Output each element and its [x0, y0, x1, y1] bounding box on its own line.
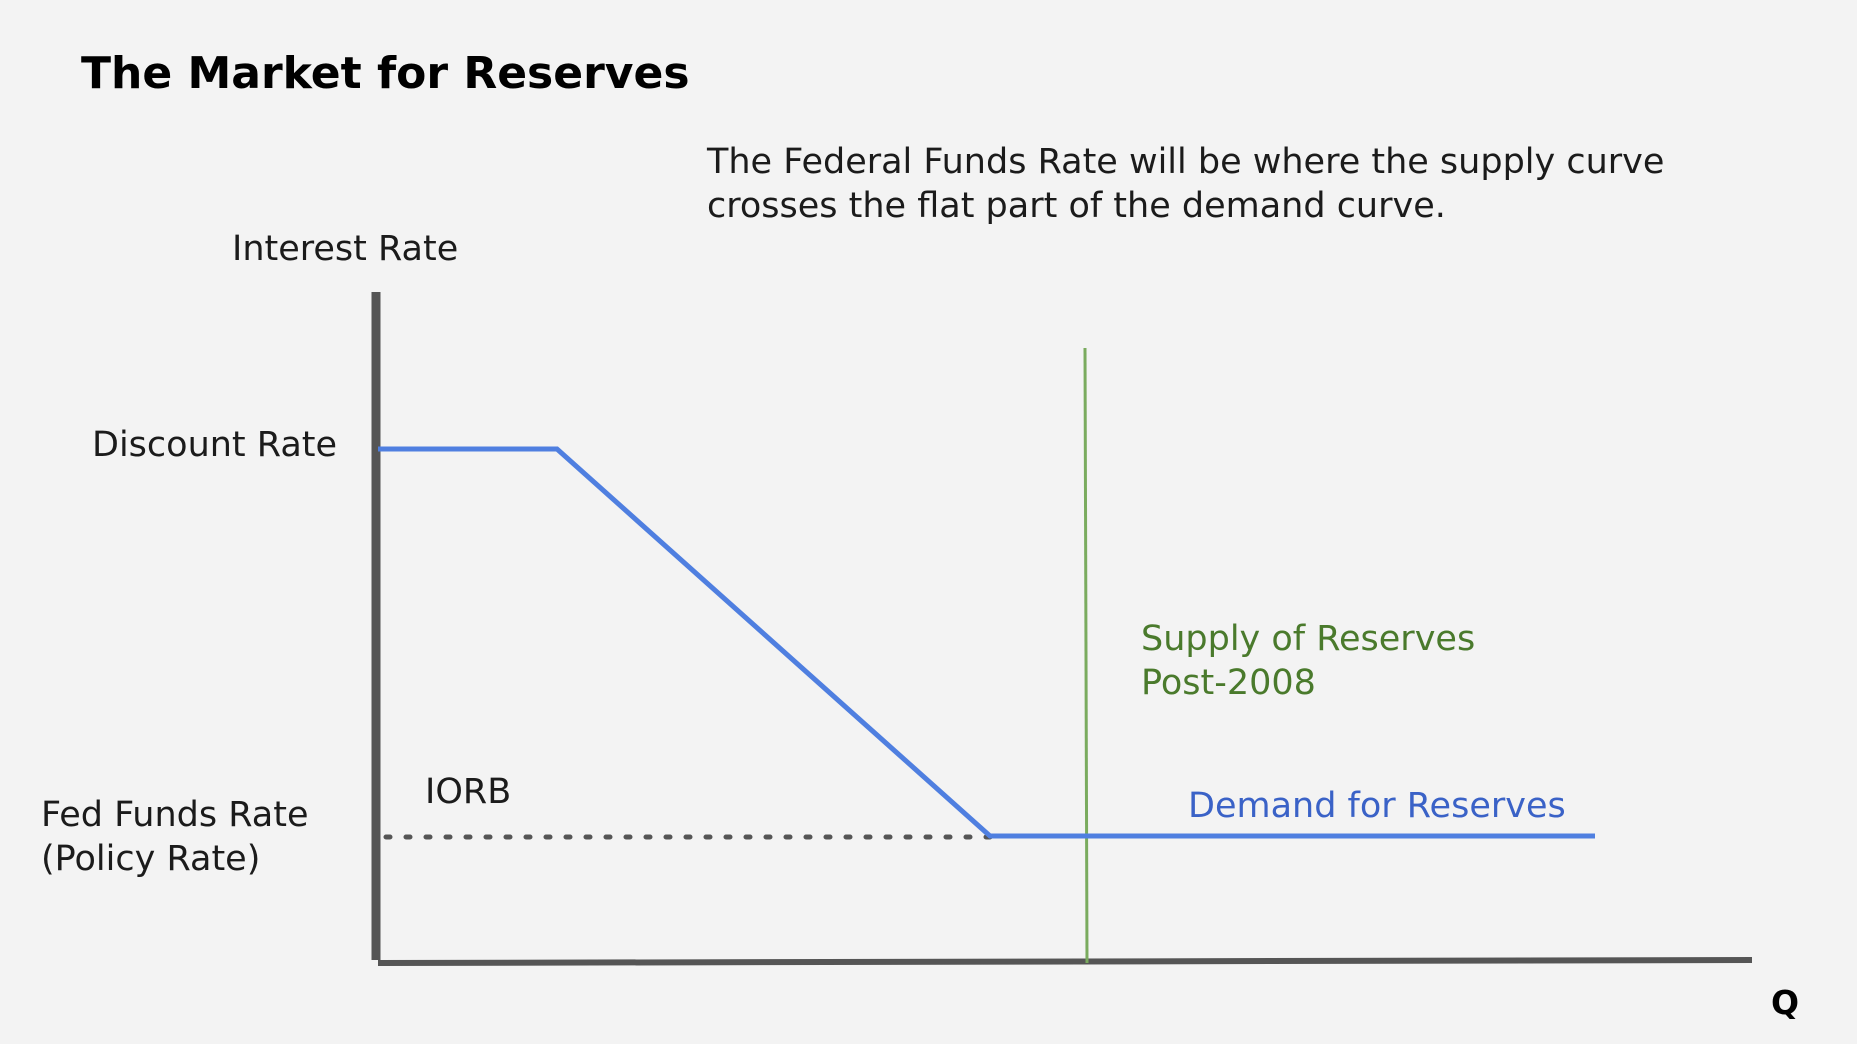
fed-funds-rate-line1: Fed Funds Rate — [41, 795, 309, 835]
supply-curve-label: Supply of Reserves Post-2008 — [1141, 617, 1475, 705]
demand-curve-label: Demand for Reserves — [1188, 786, 1566, 826]
supply-curve-label-line1: Supply of Reserves — [1141, 619, 1476, 659]
slide-title: The Market for Reserves — [81, 48, 690, 99]
x-axis-label: Q — [1771, 983, 1800, 1022]
x-axis — [377, 957, 1753, 966]
y-axis-label: Interest Rate — [232, 229, 459, 269]
supply-curve-label-line2: Post-2008 — [1141, 663, 1316, 703]
fed-funds-rate-line2: (Policy Rate) — [41, 839, 261, 879]
iorb-label: IORB — [425, 772, 512, 812]
supply-curve — [1083, 347, 1089, 964]
caption-text: The Federal Funds Rate will be where the… — [707, 142, 1665, 226]
fed-funds-rate-label: Fed Funds Rate (Policy Rate) — [41, 793, 309, 881]
discount-rate-label: Discount Rate — [92, 425, 338, 465]
demand-curve — [378, 446, 1595, 839]
